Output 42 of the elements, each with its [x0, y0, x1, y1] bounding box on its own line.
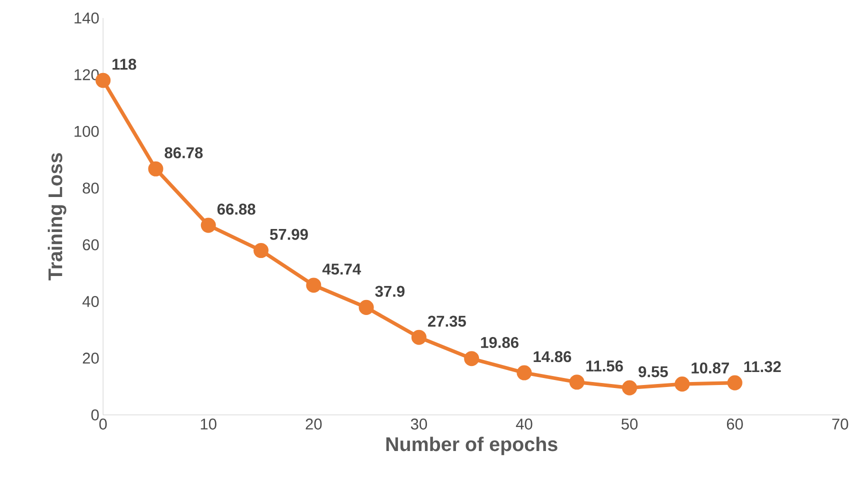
y-tick-label: 100 [74, 126, 99, 137]
y-tick-label: 140 [74, 12, 99, 24]
x-tick-label: 0 [99, 418, 107, 430]
x-axis-title: Number of epochs [386, 436, 558, 456]
y-tick-label: 20 [82, 352, 99, 364]
y-tick-label: 80 [82, 182, 99, 194]
x-tick-label: 40 [516, 418, 532, 430]
point [464, 351, 480, 366]
data-label: 86.78 [164, 147, 203, 158]
data-label: 11.32 [744, 361, 781, 372]
x-tick-label: 10 [200, 418, 216, 430]
data-label: 11.56 [586, 360, 623, 372]
point [148, 161, 164, 176]
point [674, 376, 690, 392]
y-tick-label: 60 [82, 239, 99, 250]
point [411, 330, 426, 345]
x-tick-label: 30 [410, 418, 427, 430]
x-tick-label: 70 [832, 418, 848, 430]
x-tick-label: 50 [621, 418, 638, 430]
x-tick-label: 60 [726, 418, 743, 430]
point [727, 375, 742, 390]
data-label: 45.74 [322, 264, 362, 275]
data-label: 9.55 [638, 366, 668, 378]
point [306, 278, 322, 293]
data-label: 19.86 [481, 337, 518, 348]
data-label: 118 [112, 58, 136, 70]
point [253, 243, 269, 258]
data-label: 14.86 [534, 351, 572, 362]
y-axis-title: Training Loss [48, 153, 66, 280]
data-label: 57.99 [270, 228, 308, 240]
data-label: 27.35 [428, 316, 466, 327]
point [622, 380, 638, 396]
data-label: 66.88 [217, 204, 256, 215]
point [516, 365, 532, 380]
y-tick-label: 40 [82, 296, 99, 308]
x-tick-label: 20 [306, 418, 322, 430]
data-label: 10.87 [692, 362, 729, 374]
point [200, 218, 216, 233]
data-label: 37.9 [375, 286, 405, 297]
point [358, 300, 374, 316]
point [569, 374, 584, 390]
y-tick-label: 0 [91, 409, 99, 420]
